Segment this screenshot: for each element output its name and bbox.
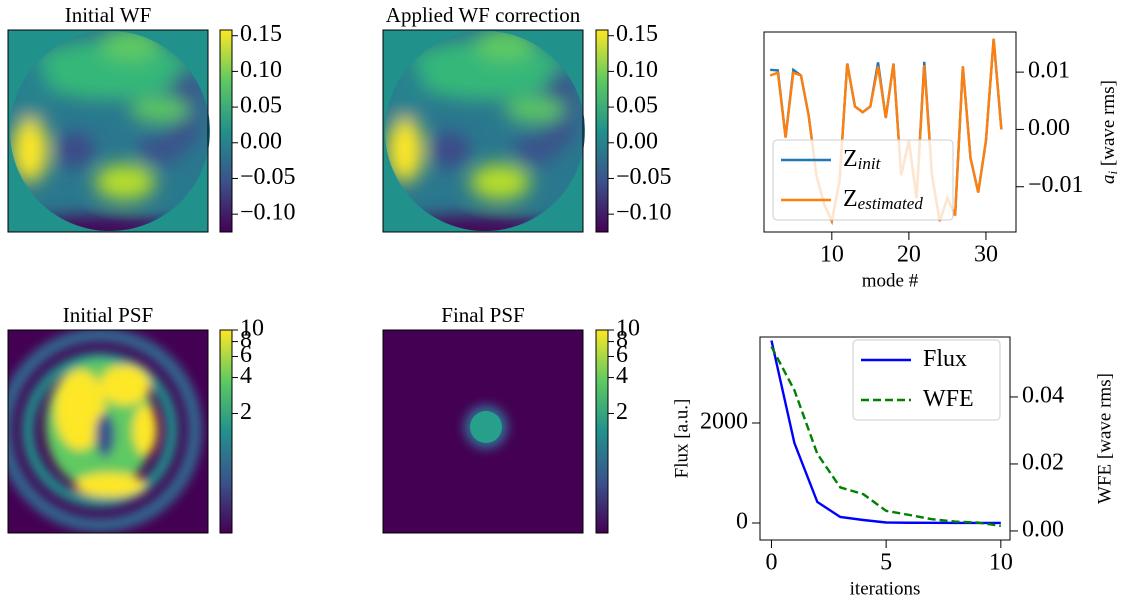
axes-frame xyxy=(763,31,1017,233)
colorbar-tick-label: 4 xyxy=(616,363,628,389)
legend-name: Z xyxy=(843,186,858,212)
colorbar-tick-label: −0.05 xyxy=(616,164,672,190)
colorbar-tick-label: 10 xyxy=(616,316,640,342)
colorbar-tick-label: −0.10 xyxy=(240,200,296,226)
y-axis-label: Flux [a.u.] xyxy=(671,399,692,479)
x-axis-label: mode # xyxy=(862,270,919,291)
y-tick-label: −0.01 xyxy=(1028,172,1084,198)
colorbar-tick-label: 8 xyxy=(616,327,628,353)
legend-label: Flux xyxy=(923,346,967,372)
y-tick-label: 0.00 xyxy=(1028,115,1070,141)
legend-name: Flux xyxy=(923,346,967,372)
colorbar xyxy=(219,329,233,534)
colorbar-tick-label: 6 xyxy=(240,342,252,368)
psf-image xyxy=(382,329,584,534)
colorbar-tick-label: 0.15 xyxy=(616,21,658,47)
x-tick-label: 0 xyxy=(765,550,777,576)
y-axis-label-unit: [wave rms] xyxy=(1098,80,1119,166)
y2-tick-label: 0.04 xyxy=(1022,382,1064,408)
y-axis-label: ai [wave rms] xyxy=(1098,80,1120,184)
y2-tick-label: 0.02 xyxy=(1022,449,1064,475)
chart-title: Applied WF correction xyxy=(386,3,581,27)
y-tick-label: 0.01 xyxy=(1028,58,1070,84)
colorbar-tick-label: 0.00 xyxy=(240,128,282,154)
colorbar-tick-label: 0.05 xyxy=(240,93,282,119)
colorbar-tick-label: 0.10 xyxy=(616,57,658,83)
series-line xyxy=(769,38,1003,226)
legend-subscript: estimated xyxy=(858,194,924,213)
colorbar-tick-label: −0.05 xyxy=(240,164,296,190)
colorbar-tick-label: −0.10 xyxy=(616,200,672,226)
legend-label: Zinit xyxy=(843,146,882,173)
wavefront-image xyxy=(383,29,587,244)
legend-name: Z xyxy=(843,146,858,172)
series-line xyxy=(770,340,1001,525)
colorbar-tick-label: 10 xyxy=(240,316,264,342)
colorbar-tick-label: 2 xyxy=(616,399,628,425)
psf-image xyxy=(7,329,209,534)
x-tick-label: 20 xyxy=(897,242,921,268)
legend-subscript: init xyxy=(858,154,882,173)
x-tick-label: 10 xyxy=(989,550,1013,576)
chart-title: Final PSF xyxy=(441,303,524,327)
colorbar-tick-label: 0.05 xyxy=(616,93,658,119)
colorbar xyxy=(595,329,609,534)
colorbar xyxy=(595,29,609,233)
y-axis-label-subscript: i xyxy=(1105,170,1120,174)
colorbar-tick-label: 0.15 xyxy=(240,21,282,47)
y-tick-label: 2000 xyxy=(700,409,748,435)
colorbar-tick-label: 8 xyxy=(240,327,252,353)
colorbar-tick-label: 6 xyxy=(616,342,628,368)
colorbar-tick-label: 0.00 xyxy=(616,128,658,154)
colorbar xyxy=(219,29,233,233)
wavefront-image xyxy=(8,29,212,244)
x-tick-label: 10 xyxy=(820,242,844,268)
x-tick-label: 5 xyxy=(880,550,892,576)
series-line xyxy=(770,346,1002,528)
y-axis-label-symbol: a xyxy=(1098,174,1119,184)
x-tick-label: 30 xyxy=(974,242,998,268)
legend-label: Zestimated xyxy=(843,186,923,213)
colorbar-tick-label: 4 xyxy=(240,363,252,389)
axes-frame xyxy=(759,336,1011,541)
chart-title: Initial PSF xyxy=(63,303,153,327)
colorbar-tick-label: 0.10 xyxy=(240,57,282,83)
y2-axis-label: WFE [wave rms] xyxy=(1094,373,1115,504)
chart-title: Initial WF xyxy=(65,3,152,27)
y2-tick-label: 0.00 xyxy=(1022,516,1064,542)
legend-label: WFE xyxy=(923,386,974,412)
y-tick-label: 0 xyxy=(736,509,748,535)
x-axis-label: iterations xyxy=(850,578,921,597)
legend-name: WFE xyxy=(923,386,974,412)
colorbar-tick-label: 2 xyxy=(240,399,252,425)
